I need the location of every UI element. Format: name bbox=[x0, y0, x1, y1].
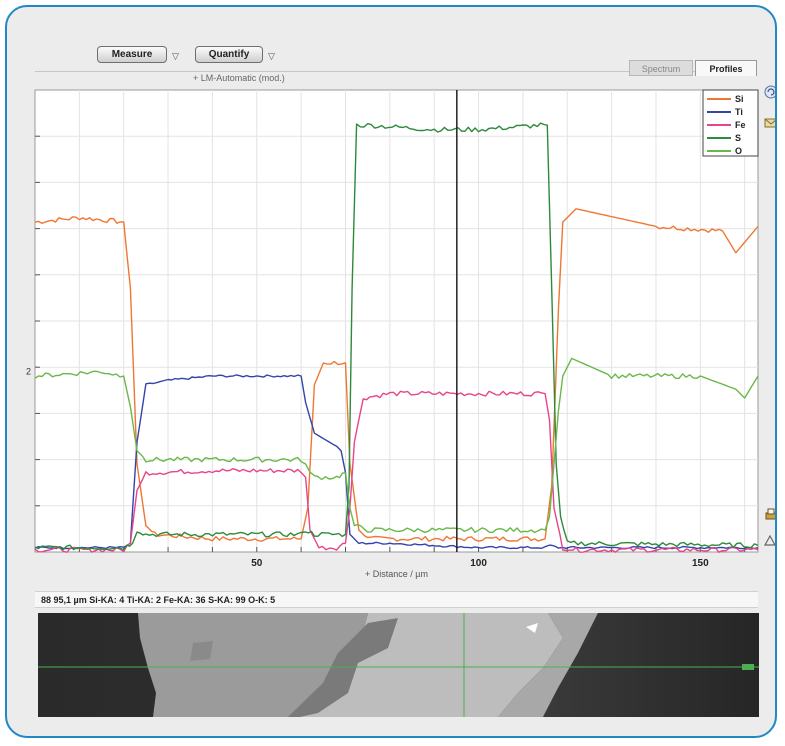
legend-label-ti: Ti bbox=[735, 107, 743, 117]
tab-spectrum[interactable]: Spectrum bbox=[629, 60, 693, 76]
status-bar: 88 95,1 µm Si-KA: 4 Ti-KA: 2 Fe-KA: 36 S… bbox=[35, 591, 758, 608]
series-line-o bbox=[34, 357, 759, 534]
series-line-ti bbox=[34, 374, 759, 550]
x-tick-label: 150 bbox=[692, 558, 709, 569]
quantify-dropdown-icon[interactable]: ▽ bbox=[268, 51, 275, 61]
print-icon[interactable] bbox=[764, 507, 775, 524]
legend-label-fe: Fe bbox=[735, 120, 746, 130]
quantification-mode-label: + LM-Automatic (mod.) bbox=[193, 73, 285, 83]
export-icon[interactable] bbox=[764, 117, 775, 132]
x-tick-label: 100 bbox=[470, 558, 487, 569]
quantify-button[interactable]: Quantify bbox=[195, 46, 263, 63]
refresh-icon[interactable] bbox=[764, 85, 775, 102]
legend-box bbox=[702, 89, 759, 157]
series-line-fe bbox=[34, 390, 759, 553]
series-layer bbox=[34, 122, 759, 553]
settings-icon[interactable] bbox=[763, 534, 775, 550]
legend: Si Ti Fe SO bbox=[702, 89, 759, 157]
measure-dropdown-icon[interactable]: ▽ bbox=[172, 51, 179, 61]
measure-button[interactable]: Measure bbox=[97, 46, 167, 63]
x-tick-label: 50 bbox=[251, 558, 263, 569]
x-axis-label: + Distance / µm bbox=[365, 569, 428, 579]
y-tick-label: 2 bbox=[26, 367, 31, 377]
legend-label-s: S bbox=[735, 133, 741, 143]
profile-chart[interactable]: 2 50 100 150 + Distance / µm Si Ti Fe SO bbox=[7, 7, 775, 587]
tab-profiles[interactable]: Profiles bbox=[695, 60, 757, 76]
legend-label-o: O bbox=[735, 146, 742, 156]
series-line-si bbox=[34, 208, 759, 542]
toolbar-divider bbox=[35, 71, 755, 72]
sem-micrograph bbox=[38, 613, 759, 717]
legend-label-si: Si bbox=[735, 94, 744, 104]
grid-lines bbox=[35, 90, 758, 552]
y-axis: 2 bbox=[26, 135, 40, 507]
series-line-s bbox=[34, 122, 759, 551]
app-window: Measure ▽ Quantify ▽ + LM-Automatic (mod… bbox=[5, 5, 777, 738]
